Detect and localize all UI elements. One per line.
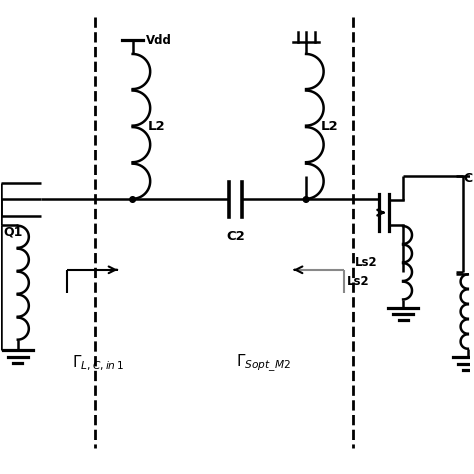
Text: Ls2: Ls2: [347, 275, 370, 288]
Circle shape: [130, 197, 136, 202]
Text: Vdd: Vdd: [146, 34, 172, 46]
Text: C2: C2: [227, 230, 245, 243]
Circle shape: [303, 197, 309, 202]
Text: $\Gamma_{Sopt\_M2}$: $\Gamma_{Sopt\_M2}$: [236, 353, 291, 374]
Text: L2: L2: [147, 120, 165, 133]
Text: L2: L2: [321, 120, 339, 133]
Text: Q1: Q1: [4, 225, 23, 238]
Text: $\Gamma_{L,C,in\,1}$: $\Gamma_{L,C,in\,1}$: [72, 354, 124, 373]
Text: C: C: [463, 172, 472, 185]
Text: Ls2: Ls2: [355, 256, 377, 269]
